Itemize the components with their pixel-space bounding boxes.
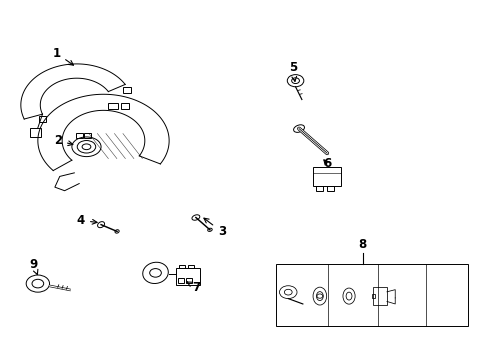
Bar	[187, 265, 194, 267]
Bar	[186, 278, 192, 283]
Bar	[30, 129, 41, 138]
Bar	[122, 87, 131, 93]
Text: 4: 4	[77, 214, 97, 227]
Bar	[120, 103, 129, 109]
Bar	[312, 167, 340, 186]
Text: 3: 3	[203, 218, 225, 238]
Bar	[372, 287, 386, 305]
Text: 6: 6	[323, 157, 331, 171]
Text: 8: 8	[358, 238, 366, 251]
Bar	[179, 265, 185, 267]
Bar	[108, 103, 118, 109]
Bar	[76, 133, 83, 138]
Bar	[276, 264, 467, 327]
Bar	[178, 278, 184, 283]
Bar	[326, 186, 333, 191]
Bar	[176, 267, 200, 285]
Bar	[84, 133, 91, 138]
Text: 2: 2	[54, 134, 73, 147]
Bar	[371, 294, 374, 298]
Text: 7: 7	[186, 281, 200, 294]
Text: 1: 1	[52, 47, 73, 65]
Bar	[39, 116, 46, 122]
Text: 5: 5	[288, 61, 296, 81]
Bar	[315, 186, 323, 191]
Text: 9: 9	[29, 257, 38, 275]
